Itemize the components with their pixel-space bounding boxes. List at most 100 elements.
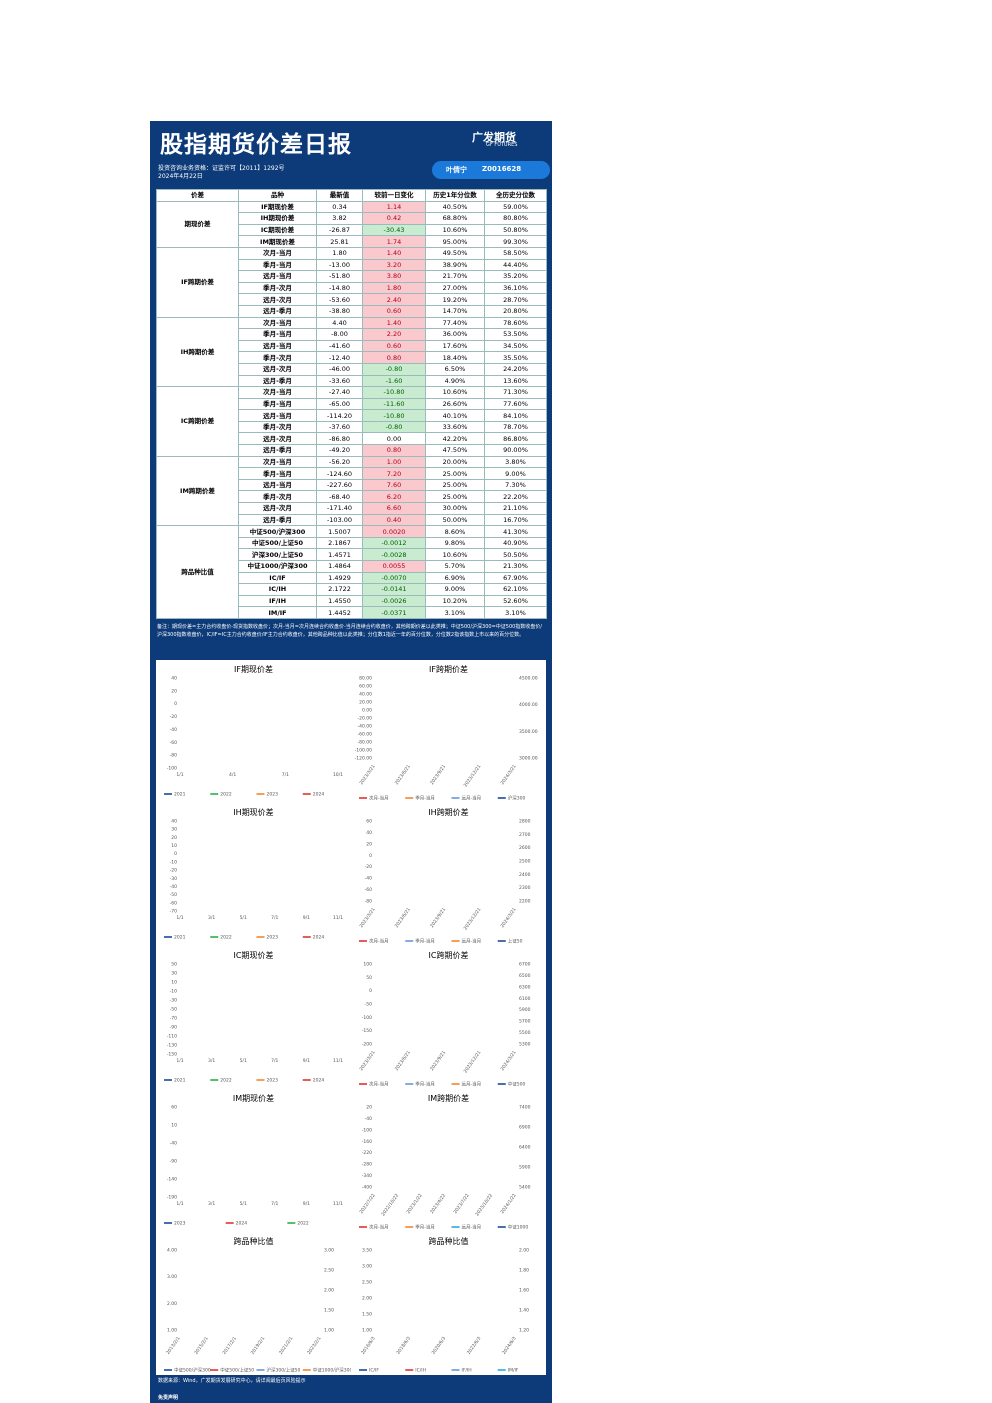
y-tick-label: 2.00 (362, 1296, 372, 1302)
item-name: 远月-季月 (238, 304, 317, 318)
column-header: 历史1年分位数 (425, 189, 485, 202)
y-tick-label: 2.00 (167, 1301, 177, 1307)
table-cell: 3.80 (362, 270, 426, 283)
table-cell: 10.60% (425, 223, 485, 237)
x-tick-label: 2023/6/21 (394, 907, 412, 929)
x-tick-label: 3/1 (208, 1058, 215, 1064)
y2-tick-label: 1.80 (519, 1268, 529, 1274)
table-cell: 40.10% (425, 409, 485, 422)
y2-tick-label: 2.50 (324, 1268, 334, 1274)
table-cell: 24.20% (484, 362, 547, 376)
table-row: 远月-次月 -171.40 6.60 30.00% 21.10% (157, 502, 547, 515)
table-row: IC/IF 1.4929 -0.0070 6.90% 67.90% (157, 571, 547, 585)
x-tick-label: 3/1 (208, 915, 215, 921)
table-row: IM跨期价差 次月-当月 -56.20 1.00 20.00% 3.80% (156, 455, 547, 527)
y-tick-label: 60 (366, 819, 372, 825)
chart-title: IC期现价差 (234, 950, 274, 960)
chart: 跨品种比值 4.00 3.00 2.00 1.00 3.00 2.50 2.00 1.50 1.0… (164, 1236, 351, 1374)
legend-label: 季月-当月 (415, 938, 435, 945)
table-cell: -0.0141 (362, 583, 426, 596)
chart: IC期现价差503010-10-30-50-70-90-110-130-1501… (164, 950, 343, 1084)
y2-tick-label: 1.40 (519, 1308, 529, 1314)
table-cell: 86.80% (484, 432, 547, 446)
table-cell: -124.60 (316, 467, 363, 480)
table-cell: -13.00 (316, 258, 363, 272)
y2-tick-label: 3.00 (324, 1248, 334, 1254)
item-name: 季月-次月 (238, 490, 317, 504)
table-cell: -30.43 (362, 223, 426, 237)
y2-tick-label: 2600 (519, 845, 531, 851)
x-tick-label: 2023/9/21 (429, 907, 447, 929)
table-cell: 0.40 (362, 513, 426, 527)
item-name: 远月-季月 (238, 374, 317, 388)
chart-title: IM跨期价差 (428, 1093, 469, 1103)
table-cell: 71.30% (484, 386, 547, 399)
y-tick-label: 60 (171, 1105, 177, 1111)
table-cell: 59.00% (484, 200, 547, 214)
chart-title: IF跨期价差 (429, 664, 468, 674)
x-tick-label: 2017/2/1 (222, 1336, 239, 1356)
table-row: IF跨期价差 次月-当月 1.80 1.40 49.50% 58.50% (156, 246, 547, 318)
x-tick-label: 2023/4/22 (429, 1193, 447, 1215)
table-cell: 3.10% (425, 606, 485, 619)
y2-tick-label: 1.50 (324, 1308, 334, 1314)
table-cell: 25.00% (425, 490, 485, 504)
y-tick-label: -20 (170, 714, 177, 720)
x-tick-label: 2023/2/1 (306, 1336, 323, 1356)
x-tick-label: 2023/7/22 (452, 1193, 470, 1215)
x-tick-label: 2024/3/21 (499, 1050, 517, 1072)
y-tick-label: -80 (170, 753, 177, 759)
table-cell: 35.50% (484, 351, 547, 364)
y2-tick-label: 1.60 (519, 1288, 529, 1294)
x-tick-label: 7/1 (271, 915, 278, 921)
y-tick-label: 3.00 (167, 1274, 177, 1280)
item-name: 远月-当月 (238, 339, 317, 353)
table-cell: 7.20 (362, 467, 426, 480)
table-cell: 84.10% (484, 409, 547, 422)
y-tick-label: -100.00 (355, 748, 373, 754)
y-tick-label: -150 (362, 1028, 372, 1034)
table-row: 远月-季月 -49.20 0.80 47.50% 90.00% (157, 444, 547, 457)
y-tick-label: -80.00 (357, 740, 372, 746)
y-tick-label: -40 (365, 1116, 372, 1122)
x-tick-label: 11/1 (333, 915, 343, 921)
table-cell: 62.10% (484, 583, 547, 596)
table-cell: -38.80 (316, 304, 363, 318)
x-tick-label: 2022/10/22 (380, 1193, 400, 1218)
report-panel: 股指期货价差日报 广发期货 GF FUTURES 投资咨询业务资格：证监许可【2… (150, 121, 552, 1403)
y-tick-label: -90 (170, 1159, 177, 1165)
table-cell: -0.0070 (362, 571, 426, 585)
x-tick-label: 7/1 (271, 1201, 278, 1207)
table-cell: 0.0020 (362, 525, 426, 538)
table-cell: 80.80% (484, 212, 547, 225)
item-name: IC期现价差 (238, 223, 317, 237)
item-name: IM/IF (238, 606, 317, 619)
table-cell: -227.60 (316, 478, 363, 492)
table-cell: 20.00% (425, 455, 485, 469)
chart: 跨品种比值 3.50 3.00 2.50 2.00 1.50 1.00 2.00 1.80 1.6… (359, 1236, 529, 1374)
table-cell: 0.60 (362, 339, 426, 353)
table-row: 远月-当月 -51.80 3.80 21.70% 35.20% (157, 270, 547, 283)
item-name: 次月-当月 (238, 386, 317, 399)
y2-tick-label: 2.00 (519, 1248, 529, 1254)
x-tick-label: 2013/2/1 (165, 1336, 182, 1356)
y-tick-label: -20.00 (357, 716, 372, 722)
legend-label: 2022 (220, 935, 232, 941)
table-cell: 50.80% (484, 223, 547, 237)
legend-label: 远月-当月 (462, 795, 482, 802)
x-tick-label: 1/1 (176, 1058, 183, 1064)
table-cell: 5.70% (425, 560, 485, 573)
table-cell: 1.14 (362, 200, 426, 214)
item-name: IC/IH (238, 583, 317, 596)
item-name: 中证500/上证50 (238, 536, 317, 550)
table-cell: -51.80 (316, 270, 363, 283)
table-cell: 36.10% (484, 281, 547, 295)
y-tick-label: 0.00 (362, 708, 372, 714)
x-tick-label: 2023/6/21 (394, 764, 412, 786)
table-cell: 21.10% (484, 502, 547, 515)
table-cell: 4.40 (316, 316, 363, 330)
y-tick-label: -10 (170, 989, 177, 995)
table-cell: 21.30% (484, 560, 547, 573)
